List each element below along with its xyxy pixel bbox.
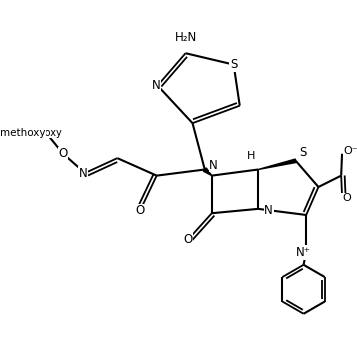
Text: O: O: [183, 233, 193, 246]
Text: H: H: [247, 152, 255, 161]
Text: methoxy: methoxy: [19, 128, 62, 138]
Text: N: N: [151, 79, 160, 92]
Text: N: N: [79, 167, 87, 180]
Text: O: O: [59, 147, 68, 160]
Polygon shape: [203, 168, 212, 176]
Text: H₂N: H₂N: [175, 31, 197, 44]
Text: methoxy: methoxy: [0, 128, 46, 138]
Text: O: O: [135, 204, 145, 217]
Text: S: S: [299, 145, 306, 158]
Text: N: N: [209, 159, 218, 172]
Text: O: O: [342, 193, 351, 203]
Polygon shape: [258, 159, 296, 170]
Text: N⁺: N⁺: [296, 246, 311, 259]
Text: O⁻: O⁻: [343, 146, 357, 156]
Text: N: N: [264, 204, 273, 217]
Text: S: S: [230, 58, 237, 71]
